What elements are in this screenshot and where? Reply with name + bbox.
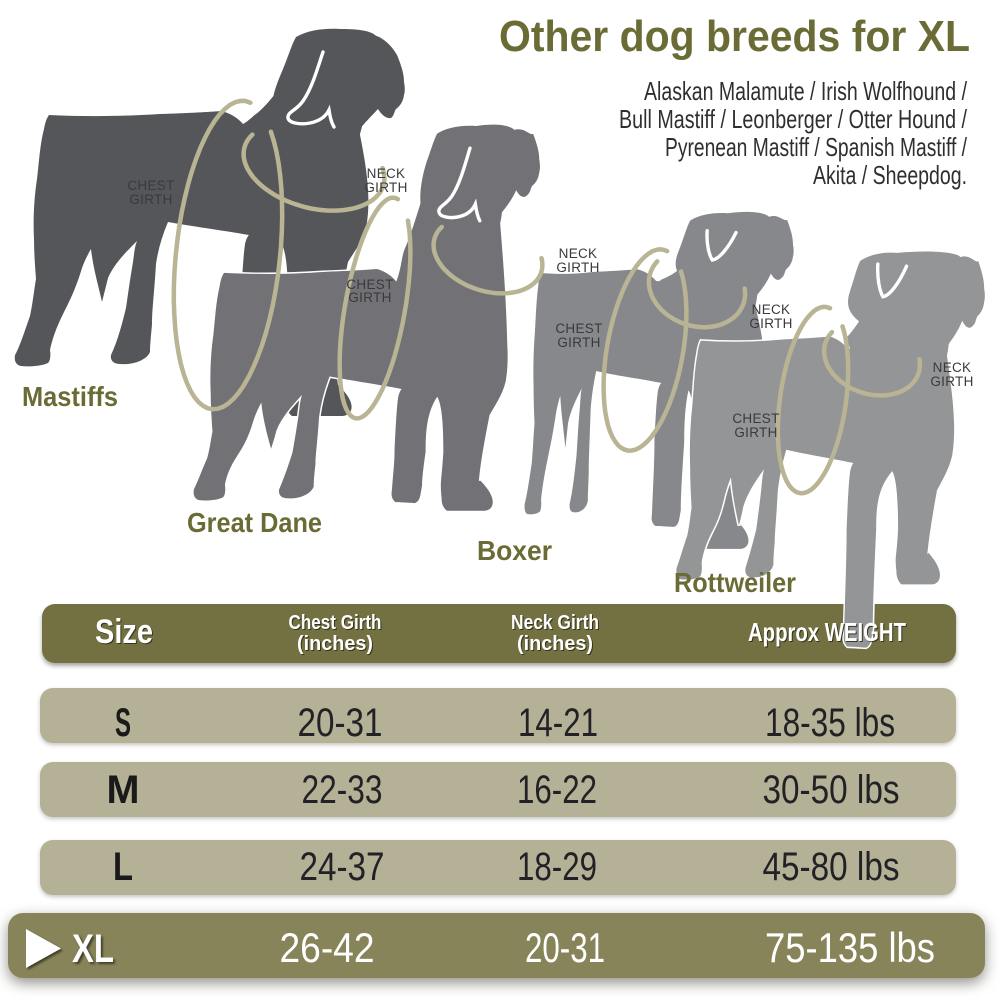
svg-text:CHEST: CHEST <box>127 178 174 193</box>
svg-text:Other dog breeds for XL: Other dog breeds for XL <box>499 12 970 61</box>
svg-text:GIRTH: GIRTH <box>129 192 172 207</box>
svg-text:30-50 lbs: 30-50 lbs <box>763 768 900 812</box>
svg-text:CHEST: CHEST <box>346 277 393 292</box>
svg-text:GIRTH: GIRTH <box>749 316 792 331</box>
svg-text:CHEST: CHEST <box>732 411 779 426</box>
svg-text:NECK: NECK <box>559 246 598 261</box>
svg-text:18-29: 18-29 <box>517 845 597 889</box>
svg-text:14-21: 14-21 <box>518 701 598 745</box>
svg-text:75-135 lbs: 75-135 lbs <box>765 924 935 971</box>
svg-text:Boxer: Boxer <box>477 535 552 566</box>
svg-text:18-35 lbs: 18-35 lbs <box>765 701 895 745</box>
svg-text:M: M <box>107 768 140 812</box>
svg-text:24-37: 24-37 <box>300 845 385 889</box>
svg-text:Great Dane: Great Dane <box>187 507 322 538</box>
svg-text:Bull Mastiff / Leonberger / Ot: Bull Mastiff / Leonberger / Otter Hound … <box>619 104 968 134</box>
svg-text:16-22: 16-22 <box>517 768 597 812</box>
svg-text:GIRTH: GIRTH <box>930 374 973 389</box>
svg-text:Pyrenean Mastiff / Spanish Mas: Pyrenean Mastiff / Spanish Mastiff / <box>665 132 968 162</box>
svg-text:45-80 lbs: 45-80 lbs <box>763 845 900 889</box>
svg-text:(inches): (inches) <box>297 633 373 655</box>
svg-text:GIRTH: GIRTH <box>557 335 600 350</box>
svg-text:CHEST: CHEST <box>555 321 602 336</box>
svg-text:XL: XL <box>72 927 114 971</box>
svg-text:GIRTH: GIRTH <box>556 260 599 275</box>
svg-text:Alaskan Malamute / Irish Wolfh: Alaskan Malamute / Irish Wolfhound / <box>644 76 968 106</box>
svg-text:20-31: 20-31 <box>298 701 383 745</box>
svg-text:22-33: 22-33 <box>302 768 383 812</box>
svg-text:Neck Girth: Neck Girth <box>511 612 599 634</box>
svg-text:Chest Girth: Chest Girth <box>289 612 382 634</box>
svg-text:NECK: NECK <box>933 360 972 375</box>
svg-text:26-42: 26-42 <box>280 924 375 971</box>
svg-text:Size: Size <box>95 613 153 651</box>
svg-text:NECK: NECK <box>752 302 791 317</box>
svg-text:GIRTH: GIRTH <box>348 290 391 305</box>
svg-text:GIRTH: GIRTH <box>734 425 777 440</box>
svg-text:NECK: NECK <box>367 166 406 181</box>
svg-text:20-31: 20-31 <box>525 924 605 971</box>
svg-text:L: L <box>113 845 133 889</box>
svg-text:GIRTH: GIRTH <box>364 180 407 195</box>
svg-text:(inches): (inches) <box>517 633 593 655</box>
svg-text:Mastiffs: Mastiffs <box>22 381 118 412</box>
svg-text:Akita / Sheepdog.: Akita / Sheepdog. <box>813 160 967 190</box>
svg-text:S: S <box>115 701 131 745</box>
svg-text:Approx WEIGHT: Approx WEIGHT <box>748 617 906 647</box>
svg-text:Rottweiler: Rottweiler <box>674 567 796 598</box>
